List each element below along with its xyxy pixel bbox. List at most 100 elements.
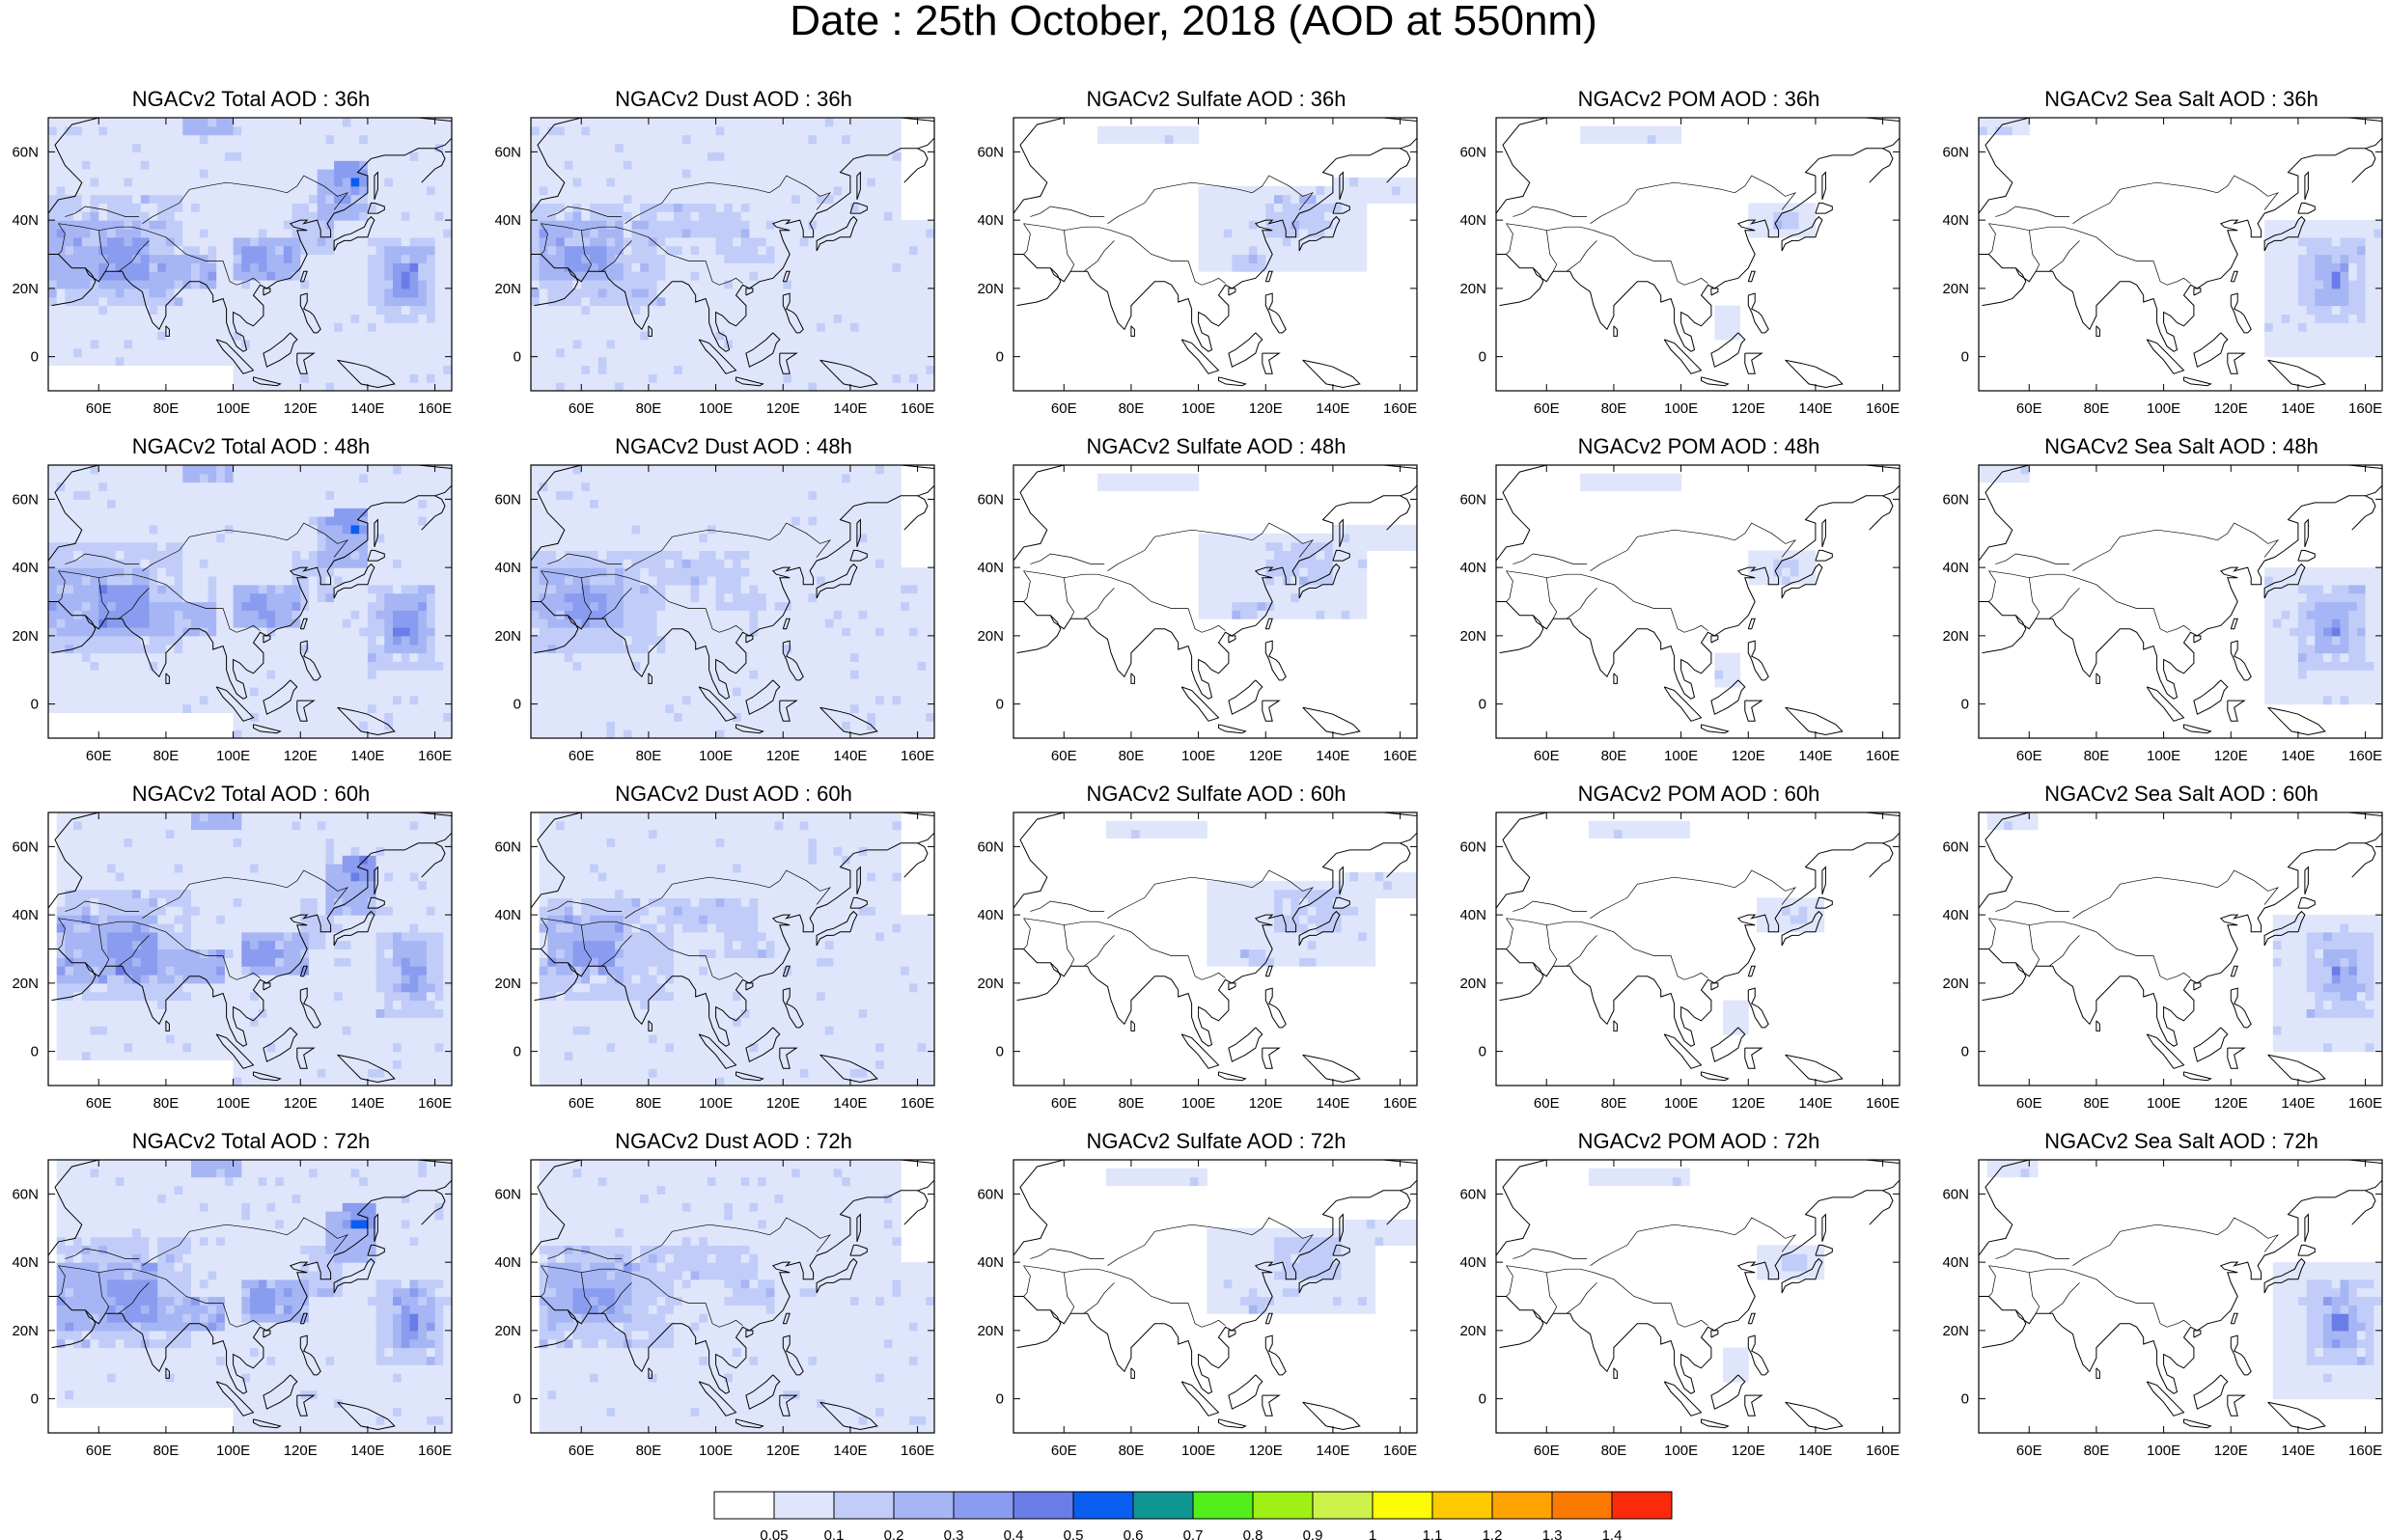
lon-tick-label: 160E: [901, 400, 934, 417]
lon-tick-label: 140E: [350, 1095, 384, 1112]
aod-field: [1979, 465, 2382, 705]
colorbar-swatch: [1072, 1491, 1134, 1520]
aod-map: 60E 80E 100E 120E 140E 160E 60N 40N 20N 0: [977, 811, 1418, 1112]
lat-tick-label: 0: [513, 1391, 521, 1408]
lon-tick-label: 120E: [1249, 1443, 1283, 1459]
aod-map: 60E 80E 100E 120E 140E 160E 60N 40N 20N 0: [1459, 464, 1901, 764]
lon-tick-label: 160E: [2348, 748, 2382, 764]
lat-tick-label: 60N: [494, 839, 521, 855]
lon-tick-label: 120E: [284, 1443, 318, 1459]
aod-field: [531, 118, 934, 391]
lon-tick-label: 60E: [86, 400, 112, 417]
panel-title: NGACv2 Sea Salt AOD : 60h: [2044, 782, 2318, 806]
aod-map: 60E 80E 100E 120E 140E 160E 60N 40N 20N 0: [494, 117, 935, 417]
lon-tick-label: 140E: [2281, 400, 2315, 417]
lat-tick-label: 40N: [494, 907, 521, 923]
map-frame: [47, 1159, 453, 1434]
colorbar-label: 1: [1369, 1527, 1376, 1540]
coastlines: [1979, 465, 2382, 736]
lon-tick-label: 100E: [1181, 1095, 1215, 1112]
map-panel-seasalt-48h: NGACv2 Sea Salt AOD : 48h 60E 80E 100E 120E 1…: [1930, 434, 2384, 782]
aod-field: [56, 1160, 452, 1433]
panel-title: NGACv2 Total AOD : 36h: [131, 87, 371, 111]
map-frame: [1013, 117, 1418, 392]
map-frame: [530, 1159, 935, 1434]
lat-tick-label: 20N: [1459, 1323, 1486, 1339]
panel-title: NGACv2 Dust AOD : 60h: [615, 782, 852, 806]
lon-tick-label: 80E: [1601, 748, 1627, 764]
map-frame: [1013, 1159, 1418, 1434]
lon-tick-label: 60E: [1051, 1443, 1077, 1459]
lon-tick-label: 120E: [766, 1443, 800, 1459]
coastlines: [1496, 465, 1900, 736]
lon-tick-label: 140E: [1316, 1443, 1349, 1459]
lat-tick-label: 40N: [12, 1254, 39, 1271]
colorbar-swatch: [1312, 1491, 1374, 1520]
coastlines: [1013, 118, 1417, 389]
panel-title: NGACv2 Total AOD : 60h: [131, 782, 371, 806]
lat-tick-label: 20N: [977, 281, 1004, 297]
map-frame: [1495, 464, 1901, 739]
lat-tick-label: 60N: [1942, 491, 1969, 508]
aod-field: [1588, 1168, 1825, 1383]
lon-tick-label: 100E: [1181, 748, 1215, 764]
aod-map: 60E 80E 100E 120E 140E 160E 60N 40N 20N 0: [1942, 1159, 2383, 1459]
lat-tick-label: 40N: [977, 212, 1004, 229]
lat-tick-label: 40N: [977, 1254, 1004, 1271]
coastlines: [531, 812, 934, 1084]
lon-tick-label: 160E: [418, 400, 452, 417]
lat-tick-label: 60N: [1459, 144, 1486, 160]
map-panel-seasalt-60h: NGACv2 Sea Salt AOD : 60h 60E 80E 100E 120E 1…: [1930, 782, 2384, 1129]
aod-map: 60E 80E 100E 120E 140E 160E 60N 40N 20N 0: [494, 811, 935, 1112]
coastlines: [1979, 812, 2382, 1084]
lat-tick-label: 0: [31, 1391, 39, 1408]
map-panel-pom-36h: NGACv2 POM AOD : 36h 60E 80E 100E 120E 140E 16…: [1448, 87, 1901, 434]
lon-tick-label: 60E: [2016, 1443, 2042, 1459]
lon-tick-label: 80E: [1119, 748, 1145, 764]
map-panel-sulfate-48h: NGACv2 Sulfate AOD : 48h 60E 80E 100E 120E 14…: [965, 434, 1419, 782]
aod-map: 60E 80E 100E 120E 140E 160E 60N 40N 20N 0: [12, 811, 453, 1112]
lat-tick-label: 20N: [1942, 628, 1969, 645]
aod-field: [1105, 820, 1417, 967]
lat-tick-label: 20N: [12, 628, 39, 645]
lon-tick-label: 120E: [766, 400, 800, 417]
lat-tick-label: 40N: [494, 1254, 521, 1271]
lon-tick-label: 160E: [418, 748, 452, 764]
colorbar-swatch: [1252, 1491, 1314, 1520]
lat-tick-label: 60N: [1942, 839, 1969, 855]
colorbar-label: 0.05: [760, 1527, 788, 1540]
lat-tick-label: 60N: [12, 839, 39, 855]
panel-title: NGACv2 Sea Salt AOD : 72h: [2044, 1129, 2318, 1153]
lat-tick-label: 20N: [12, 1323, 39, 1339]
colorbar-label: 0.6: [1124, 1527, 1144, 1540]
lat-tick-label: 60N: [977, 1186, 1004, 1202]
colorbar-label: 0.7: [1183, 1527, 1204, 1540]
map-panel-dust-48h: NGACv2 Dust AOD : 48h 60E 80E 100E 120E 140E 1…: [483, 434, 936, 782]
map-frame: [1978, 117, 2383, 392]
colorbar-label: 0.5: [1064, 1527, 1084, 1540]
lon-tick-label: 60E: [1534, 1095, 1560, 1112]
lon-tick-label: 80E: [1119, 400, 1145, 417]
lon-tick-label: 60E: [1051, 1095, 1077, 1112]
map-panel-pom-60h: NGACv2 POM AOD : 60h 60E 80E 100E 120E 140E 16…: [1448, 782, 1901, 1129]
coastlines: [1979, 118, 2382, 389]
lat-tick-label: 0: [31, 697, 39, 713]
lon-tick-label: 120E: [284, 400, 318, 417]
lon-tick-label: 100E: [1664, 400, 1698, 417]
coastlines: [531, 465, 934, 736]
lon-tick-label: 100E: [1664, 748, 1698, 764]
coastlines: [48, 812, 452, 1084]
lat-tick-label: 40N: [1942, 560, 1969, 576]
lon-tick-label: 80E: [636, 1095, 662, 1112]
aod-map: 60E 80E 100E 120E 140E 160E 60N 40N 20N 0: [12, 117, 453, 417]
lon-tick-label: 120E: [2214, 1095, 2248, 1112]
lat-tick-label: 20N: [1459, 976, 1486, 992]
lon-tick-label: 140E: [1798, 1095, 1832, 1112]
aod-map: 60E 80E 100E 120E 140E 160E 60N 40N 20N 0: [1459, 1159, 1901, 1459]
lat-tick-label: 60N: [494, 1186, 521, 1202]
lon-tick-label: 120E: [1249, 748, 1283, 764]
lat-tick-label: 0: [1479, 349, 1486, 366]
lon-tick-label: 100E: [216, 748, 250, 764]
coastlines: [1496, 118, 1900, 389]
map-frame: [1978, 811, 2383, 1086]
